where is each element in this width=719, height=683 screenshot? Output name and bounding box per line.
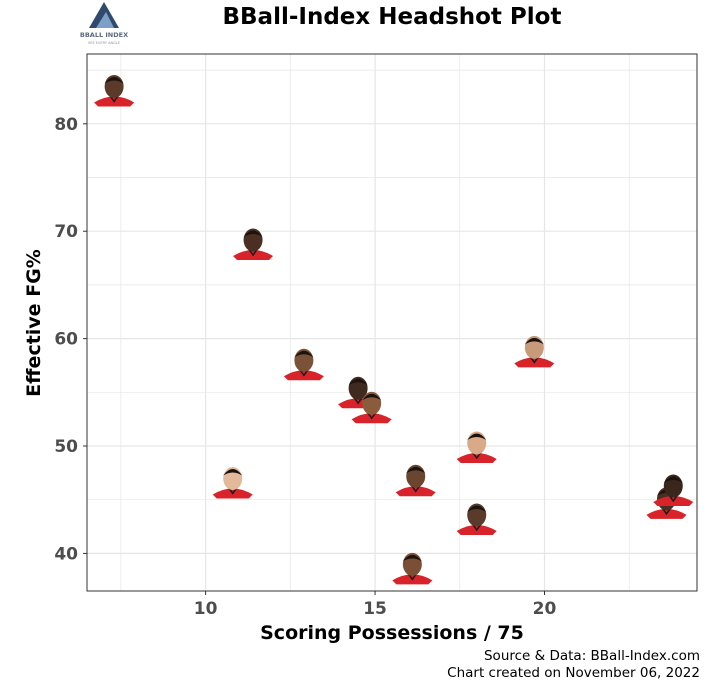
y-tick-label: 80 [54, 115, 78, 135]
player-headshot-marker [212, 466, 253, 499]
player-headshot-marker [653, 474, 694, 506]
x-tick-label: 20 [533, 599, 557, 619]
data-points [94, 74, 694, 585]
created-note: Chart created on November 06, 2022 [447, 665, 700, 681]
logo-tagline: SEE EVERY ANGLE [88, 41, 120, 45]
player-headshot-marker [456, 503, 497, 535]
player-hair [294, 350, 314, 358]
player-headshot-marker [395, 464, 436, 497]
player-hair [223, 468, 243, 476]
player-headshot-marker [351, 391, 392, 424]
x-tick-label: 10 [194, 599, 218, 619]
player-hair [524, 337, 544, 345]
plot-panel [86, 53, 698, 592]
player-hair [467, 433, 487, 441]
bball-index-logo: BBALL INDEX SEE EVERY ANGLE [80, 2, 128, 45]
player-headshot-marker [283, 348, 324, 381]
y-tick-label: 40 [54, 544, 78, 564]
player-hair [402, 554, 422, 562]
panel-background [87, 54, 697, 591]
gridlines [87, 54, 697, 591]
player-headshot-marker [456, 431, 497, 464]
player-hair [362, 393, 382, 401]
panel-border [86, 53, 698, 592]
player-hair [104, 76, 124, 84]
player-headshot-marker [392, 552, 433, 585]
axis-ticks: 10 15 20 40 50 60 70 80 [54, 115, 556, 619]
x-tick-label: 15 [363, 599, 387, 619]
player-hair [406, 466, 426, 474]
logo-mark [89, 2, 119, 28]
player-headshot-marker [94, 74, 135, 107]
y-tick-label: 60 [54, 330, 78, 350]
player-hair [243, 230, 263, 238]
logo-text: BBALL INDEX [80, 31, 128, 39]
player-hair [663, 476, 683, 483]
y-axis-label: Effective FG% [23, 249, 45, 397]
y-tick-label: 50 [54, 437, 78, 457]
chart-title: BBall-Index Headshot Plot [223, 4, 562, 30]
logo-mark-inner [96, 12, 114, 28]
source-note: Source & Data: BBall-Index.com [484, 648, 700, 664]
player-headshot-marker [514, 335, 555, 368]
player-headshot-marker [233, 228, 274, 261]
y-tick-label: 70 [54, 222, 78, 242]
player-hair [467, 505, 487, 512]
player-hair [348, 378, 368, 386]
x-axis-label: Scoring Possessions / 75 [260, 622, 524, 644]
